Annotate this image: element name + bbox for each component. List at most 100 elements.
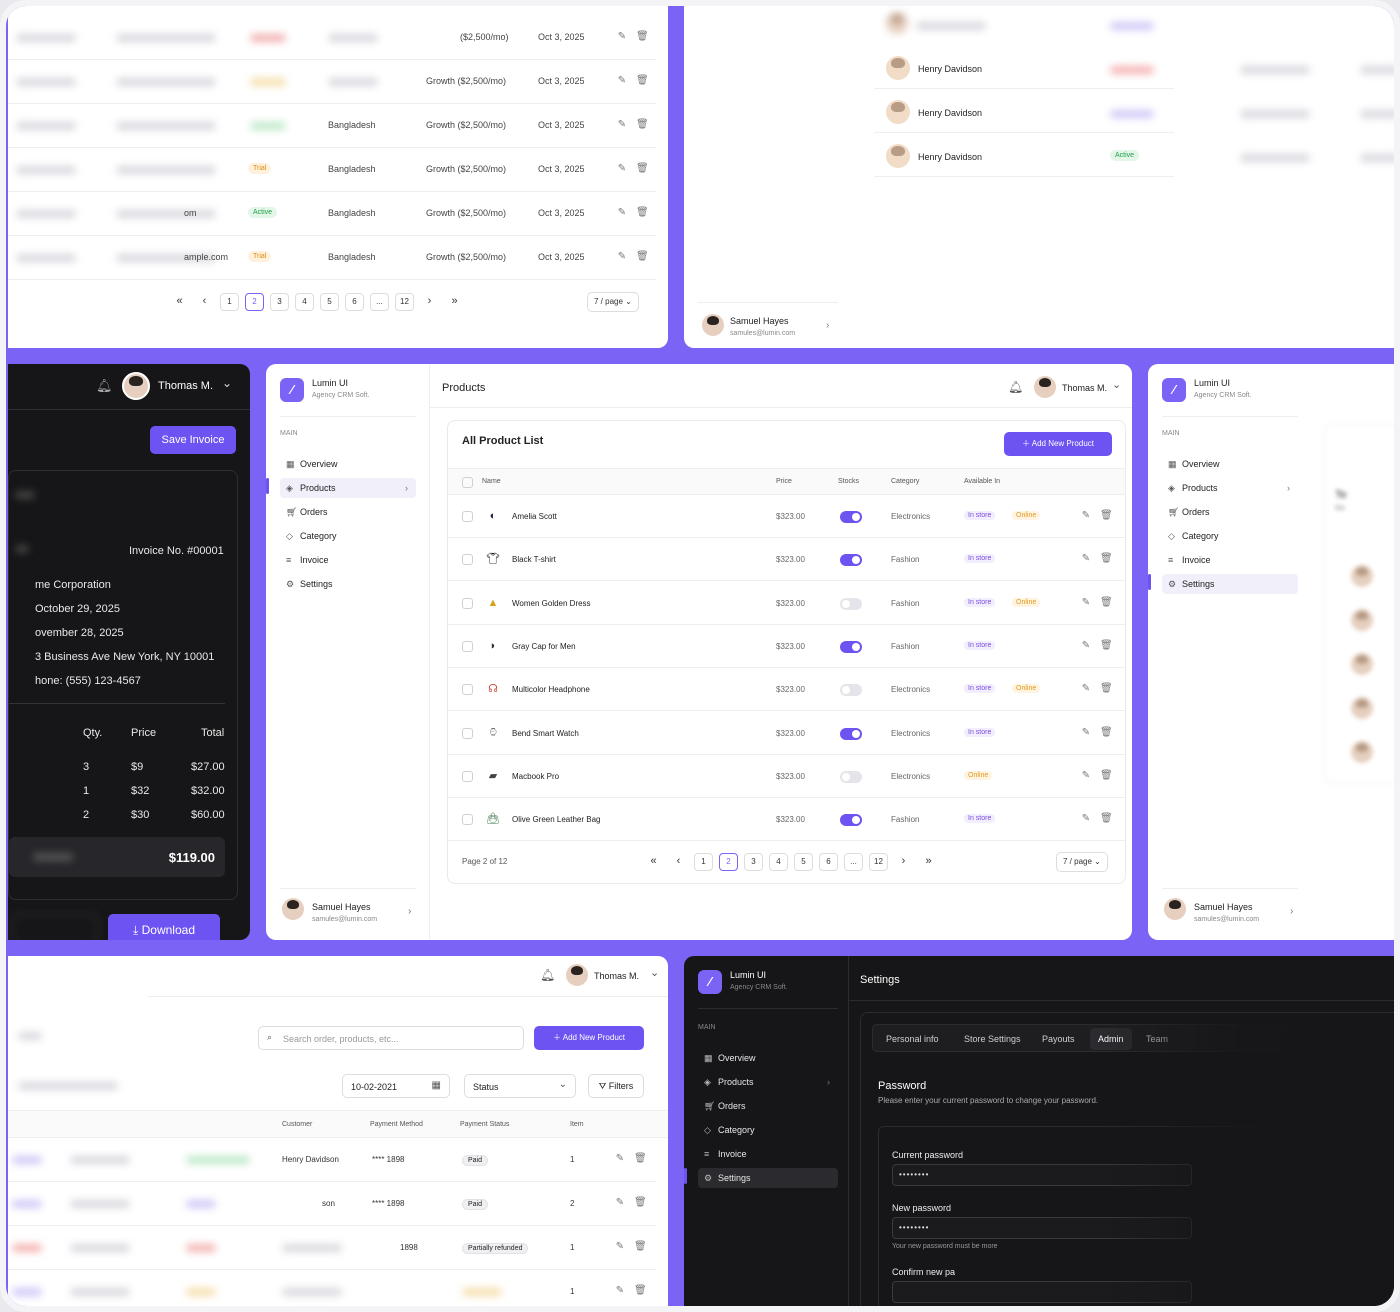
delete-icon[interactable]: 🗑︎ xyxy=(1100,683,1113,695)
add-product-button[interactable]: ＋ Add New Product xyxy=(534,1026,644,1050)
page-button[interactable]: 3 xyxy=(744,853,763,871)
stock-toggle[interactable] xyxy=(840,640,862,653)
page-nav-icon[interactable]: ‹ xyxy=(202,295,207,307)
page-nav-icon[interactable]: » xyxy=(451,295,458,307)
page-button[interactable]: 6 xyxy=(345,293,364,311)
chevron-right-icon[interactable]: › xyxy=(408,906,412,917)
bell-icon[interactable]: 🔔︎ xyxy=(96,378,113,393)
tab-payouts[interactable]: Payouts xyxy=(1042,1034,1075,1044)
tab-personal-info[interactable]: Personal info xyxy=(886,1034,939,1044)
status-select[interactable]: Status ⌄ xyxy=(464,1074,576,1098)
per-page-select[interactable]: 7 / page ⌄ xyxy=(1056,852,1108,872)
sidebar-item-category[interactable]: ◇ Category xyxy=(280,526,416,546)
delete-icon[interactable]: 🗑︎ xyxy=(1100,769,1113,781)
sidebar-item-overview[interactable]: ▦ Overview xyxy=(698,1048,838,1068)
search-input[interactable]: ⌕ Search order, products, etc... xyxy=(258,1026,524,1050)
row-checkbox[interactable] xyxy=(462,597,473,609)
sidebar-item-settings[interactable]: ⚙︎ Settings xyxy=(1162,574,1298,594)
delete-icon[interactable]: 🗑︎ xyxy=(636,31,649,42)
delete-icon[interactable]: 🗑︎ xyxy=(634,1285,647,1296)
chevron-down-icon[interactable]: ⌄ xyxy=(650,967,660,979)
delete-icon[interactable]: 🗑︎ xyxy=(1100,596,1113,608)
sidebar-item-orders[interactable]: 🛒︎ Orders xyxy=(1162,502,1298,522)
page-button[interactable]: 1 xyxy=(694,853,713,871)
delete-icon[interactable]: 🗑︎ xyxy=(634,1241,647,1252)
tab-store-settings[interactable]: Store Settings xyxy=(964,1034,1021,1044)
stock-toggle[interactable] xyxy=(840,684,862,697)
filters-button[interactable]: ⛛ Filters xyxy=(588,1074,644,1098)
page-nav-icon[interactable]: « xyxy=(176,295,183,307)
edit-icon[interactable]: ✎ xyxy=(615,1285,625,1296)
edit-icon[interactable]: ✎ xyxy=(617,163,627,174)
edit-icon[interactable]: ✎ xyxy=(1081,813,1091,825)
bell-icon[interactable]: 🔔︎ xyxy=(1008,380,1024,394)
sidebar-item-invoice[interactable]: ≡ Invoice xyxy=(280,550,416,570)
sidebar-item-settings[interactable]: ⚙︎ Settings xyxy=(698,1168,838,1188)
delete-icon[interactable]: 🗑︎ xyxy=(636,163,649,174)
edit-icon[interactable]: ✎ xyxy=(1081,596,1091,608)
edit-icon[interactable]: ✎ xyxy=(615,1153,625,1164)
page-nav-icon[interactable]: « xyxy=(650,855,657,867)
delete-icon[interactable]: 🗑︎ xyxy=(1100,639,1113,651)
edit-icon[interactable]: ✎ xyxy=(617,207,627,218)
sidebar-item-category[interactable]: ◇ Category xyxy=(698,1120,838,1140)
delete-icon[interactable]: 🗑︎ xyxy=(636,251,649,262)
page-button[interactable]: 12 xyxy=(869,853,888,871)
add-product-button[interactable]: ＋ Add New Product xyxy=(1004,432,1112,456)
edit-icon[interactable]: ✎ xyxy=(1081,683,1091,695)
row-checkbox[interactable] xyxy=(462,554,473,566)
delete-icon[interactable]: 🗑︎ xyxy=(636,119,649,130)
row-checkbox[interactable] xyxy=(462,640,473,652)
date-picker[interactable]: 10-02-2021 ▦ xyxy=(342,1074,450,1098)
page-button[interactable]: 5 xyxy=(794,853,813,871)
page-button[interactable]: 2 xyxy=(719,853,738,871)
delete-icon[interactable]: 🗑︎ xyxy=(636,75,649,86)
delete-icon[interactable]: 🗑︎ xyxy=(1100,553,1113,565)
sidebar-item-category[interactable]: ◇ Category xyxy=(1162,526,1298,546)
page-button[interactable]: 3 xyxy=(270,293,289,311)
row-checkbox[interactable] xyxy=(462,770,473,782)
page-nav-icon[interactable]: › xyxy=(427,295,432,307)
page-button[interactable]: 4 xyxy=(769,853,788,871)
sidebar-item-orders[interactable]: 🛒︎ Orders xyxy=(280,502,416,522)
chevron-down-icon[interactable]: ⌄ xyxy=(1112,379,1122,391)
page-button[interactable]: 1 xyxy=(220,293,239,311)
page-button[interactable]: 4 xyxy=(295,293,314,311)
row-checkbox[interactable] xyxy=(462,684,473,696)
page-button[interactable]: 12 xyxy=(395,293,414,311)
delete-icon[interactable]: 🗑︎ xyxy=(1100,726,1113,738)
page-button[interactable]: ... xyxy=(370,293,389,311)
stock-toggle[interactable] xyxy=(840,814,862,827)
download-button[interactable]: ⤓ Download xyxy=(108,914,220,940)
page-button[interactable]: 5 xyxy=(320,293,339,311)
delete-icon[interactable]: 🗑︎ xyxy=(1100,510,1113,521)
delete-icon[interactable]: 🗑︎ xyxy=(634,1153,647,1164)
select-all-checkbox[interactable] xyxy=(462,477,473,488)
edit-icon[interactable]: ✎ xyxy=(615,1241,625,1252)
delete-icon[interactable]: 🗑︎ xyxy=(1100,813,1113,825)
sidebar-item-overview[interactable]: ▦ Overview xyxy=(1162,454,1298,474)
chevron-down-icon[interactable]: ⌄ xyxy=(222,376,233,390)
edit-icon[interactable]: ✎ xyxy=(615,1197,625,1208)
row-checkbox[interactable] xyxy=(462,511,473,522)
delete-icon[interactable]: 🗑︎ xyxy=(636,207,649,218)
edit-icon[interactable]: ✎ xyxy=(1081,553,1091,565)
edit-icon[interactable]: ✎ xyxy=(1081,510,1091,521)
page-button[interactable]: 2 xyxy=(245,293,264,311)
page-button[interactable]: 6 xyxy=(819,853,838,871)
page-button[interactable]: ... xyxy=(844,853,863,871)
per-page-select[interactable]: 7 / page ⌄ xyxy=(587,292,639,312)
stock-toggle[interactable] xyxy=(840,511,862,523)
edit-icon[interactable]: ✎ xyxy=(1081,769,1091,781)
sidebar-item-overview[interactable]: ▦ Overview xyxy=(280,454,416,474)
page-nav-icon[interactable]: ‹ xyxy=(676,855,681,867)
edit-icon[interactable]: ✎ xyxy=(617,251,627,262)
chevron-right-icon[interactable]: › xyxy=(1290,906,1294,917)
edit-icon[interactable]: ✎ xyxy=(617,75,627,86)
edit-icon[interactable]: ✎ xyxy=(617,31,627,42)
stock-toggle[interactable] xyxy=(840,597,862,610)
stock-toggle[interactable] xyxy=(840,727,862,740)
sidebar-item-products[interactable]: ◈ Products › xyxy=(698,1072,838,1092)
chevron-right-icon[interactable]: › xyxy=(826,320,830,331)
row-checkbox[interactable] xyxy=(462,727,473,739)
